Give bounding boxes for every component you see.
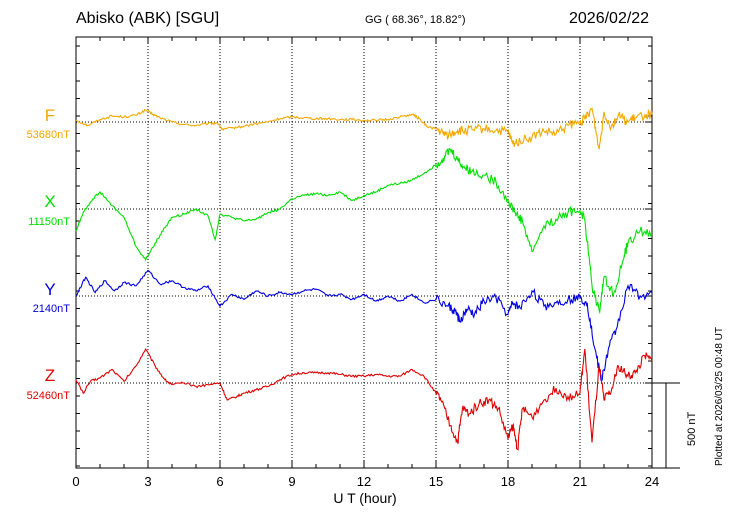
- x-tick-label: 12: [356, 474, 372, 489]
- x-tick-label: 3: [144, 474, 152, 489]
- series-line-f: [75, 107, 653, 150]
- series-line-z: [75, 347, 653, 451]
- series-line-y: [75, 269, 653, 383]
- series-baseline-z: 52460nT: [26, 390, 70, 402]
- series-label-f: F: [44, 106, 56, 125]
- station-title: Abisko (ABK) [SGU]: [76, 10, 220, 27]
- scale-bar-label: 500 nT: [686, 411, 698, 446]
- x-tick-label: 0: [72, 474, 80, 489]
- x-axis-label: U T (hour): [333, 490, 397, 506]
- plotted-timestamp: Plotted at 2026/03/25 00:48 UT: [714, 327, 725, 466]
- series-baseline-y: 2140nT: [32, 303, 70, 315]
- x-tick-label: 6: [216, 474, 224, 489]
- x-tick-label: 24: [644, 474, 660, 489]
- series-baseline-f: 53680nT: [26, 129, 70, 141]
- x-tick-label: 18: [500, 474, 516, 489]
- date-label: 2026/02/22: [569, 10, 650, 27]
- series-label-z: Z: [44, 366, 56, 385]
- x-tick-label: 9: [288, 474, 296, 489]
- series-label-y: Y: [44, 280, 56, 299]
- x-tick-label: 15: [428, 474, 444, 489]
- x-tick-label: 21: [572, 474, 588, 489]
- series-label-x: X: [44, 192, 56, 211]
- series-line-x: [75, 148, 653, 315]
- geo-coordinates: GG ( 68.36°, 18.82°): [365, 14, 466, 26]
- series-baseline-x: 11150nT: [28, 216, 70, 228]
